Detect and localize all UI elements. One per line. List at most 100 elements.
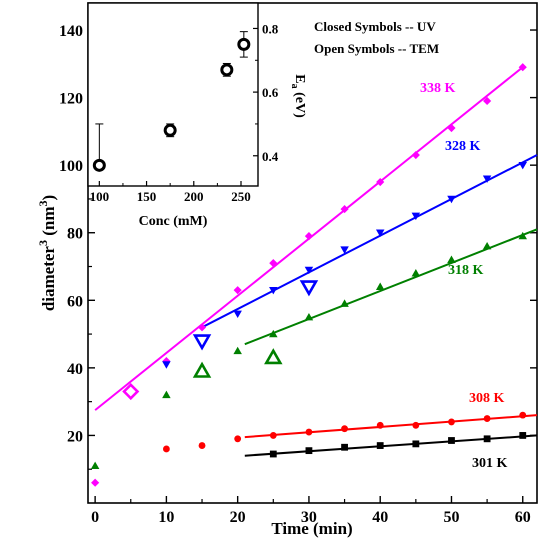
inset-point: [163, 123, 177, 137]
inset-y-axis-title-sub: a: [289, 84, 300, 89]
y-tick-label: 140: [59, 23, 83, 40]
y-tick-label: 60: [67, 293, 83, 310]
uv-point-308k: [519, 411, 527, 419]
uv-point-328k: [518, 161, 527, 170]
uv-point-328k: [162, 361, 171, 369]
inset-y-axis-title: Ea (eV): [289, 74, 307, 118]
y-axis-title-unit-close: ): [39, 195, 58, 201]
uv-point-301k: [376, 442, 384, 449]
inset-x-tick-label: 100: [90, 189, 110, 204]
y-tick-label: 120: [59, 91, 83, 108]
inset-y-axis-title-unit: (eV): [292, 89, 307, 118]
y-axis-title: diameter3 (nm3): [36, 195, 58, 311]
uv-point-301k: [519, 432, 527, 439]
uv-point-338k: [518, 63, 527, 72]
uv-point-308k: [234, 435, 242, 443]
main-data-points: [90, 63, 527, 487]
inset-y-tick-label: 0.6: [262, 85, 279, 100]
series-label-301k: 301 K: [472, 456, 508, 471]
uv-point-328k: [269, 286, 278, 295]
uv-point-338k: [91, 478, 100, 487]
inset-y-tick-label: 0.4: [262, 149, 279, 164]
inset-x-axis-title: Conc (mM): [139, 214, 208, 229]
uv-point-308k: [305, 428, 313, 436]
uv-point-301k: [448, 437, 455, 444]
uv-point-301k: [412, 440, 420, 448]
inset-data-points: [92, 31, 251, 172]
uv-point-318k: [375, 282, 385, 290]
uv-point-328k: [375, 229, 385, 237]
y-tick-label: 80: [67, 226, 83, 243]
uv-point-338k: [376, 177, 385, 187]
uv-point-318k: [269, 329, 278, 338]
x-tick-label: 10: [158, 509, 174, 526]
x-tick-label: 0: [91, 509, 99, 526]
uv-point-318k: [482, 241, 492, 250]
fit-line-328k: [201, 154, 538, 329]
tem-point-328k: [192, 334, 212, 351]
y-axis-title-unit-sup: 3: [36, 201, 50, 207]
inset-point: [237, 37, 251, 51]
annotation-open-symbols: Open Symbols -- TEM: [314, 41, 439, 56]
uv-point-318k: [233, 346, 242, 355]
x-tick-label: 20: [230, 509, 246, 526]
uv-point-318k: [411, 269, 421, 277]
tem-point-338k: [122, 382, 140, 401]
uv-point-301k: [305, 447, 313, 455]
uv-point-328k: [304, 266, 314, 275]
uv-point-338k: [447, 123, 456, 133]
fit-line-308k: [244, 414, 538, 439]
inset-point: [220, 63, 234, 77]
uv-point-338k: [411, 150, 420, 160]
tem-point-318k: [192, 361, 212, 378]
uv-point-308k: [448, 418, 455, 426]
y-axis-title-unit-open: (nm: [39, 207, 58, 241]
inset-y-tick-label: 0.8: [262, 21, 279, 36]
uv-point-338k: [162, 357, 171, 366]
x-tick-label: 30: [301, 509, 317, 526]
y-tick-label: 20: [67, 428, 83, 445]
uv-point-308k: [341, 425, 348, 433]
uv-point-328k: [411, 212, 421, 221]
tem-point-318k: [264, 348, 283, 365]
uv-point-308k: [483, 415, 491, 422]
uv-point-338k: [483, 96, 492, 106]
tem-point-328k: [299, 280, 319, 297]
inset-x-tick-label: 250: [231, 189, 251, 204]
main-plot-frame: [87, 2, 538, 504]
uv-point-328k: [233, 310, 242, 319]
inset-y-axis-title-main: E: [292, 74, 307, 83]
uv-point-338k: [269, 259, 278, 268]
uv-point-318k: [447, 255, 456, 263]
uv-point-338k: [304, 232, 314, 241]
x-tick-label: 50: [443, 509, 459, 526]
uv-point-338k: [197, 323, 207, 332]
uv-point-301k: [483, 435, 491, 443]
y-axis-title-main: diameter: [39, 246, 58, 312]
uv-point-338k: [233, 286, 242, 295]
uv-point-308k: [162, 445, 170, 453]
uv-point-328k: [482, 175, 492, 183]
inset-axis-ticks: [98, 27, 258, 186]
uv-point-308k: [269, 432, 277, 439]
uv-point-301k: [269, 450, 277, 458]
x-axis-title: Time (min): [271, 519, 352, 538]
inset-plot-frame: [87, 2, 259, 187]
uv-point-318k: [162, 390, 171, 399]
inset-x-tick-label: 200: [184, 189, 204, 204]
uv-point-318k: [90, 461, 100, 470]
uv-point-308k: [198, 442, 206, 449]
main-tick-labels: 0 10 20 30 40 50 60 20 40 60 80 100 120 140: [59, 23, 531, 526]
uv-point-308k: [376, 421, 384, 429]
uv-point-318k: [304, 312, 314, 321]
uv-point-328k: [340, 246, 349, 254]
main-axis-ticks: [88, 29, 537, 503]
uv-point-328k: [447, 195, 456, 204]
series-label-338k: 338 K: [420, 81, 456, 96]
annotation-closed-symbols: Closed Symbols -- UV: [314, 19, 436, 34]
y-axis-title-sup: 3: [36, 240, 50, 246]
inset-tick-labels: 100 150 200 250 0.4 0.6 0.8: [90, 21, 279, 204]
x-tick-label: 60: [515, 509, 531, 526]
